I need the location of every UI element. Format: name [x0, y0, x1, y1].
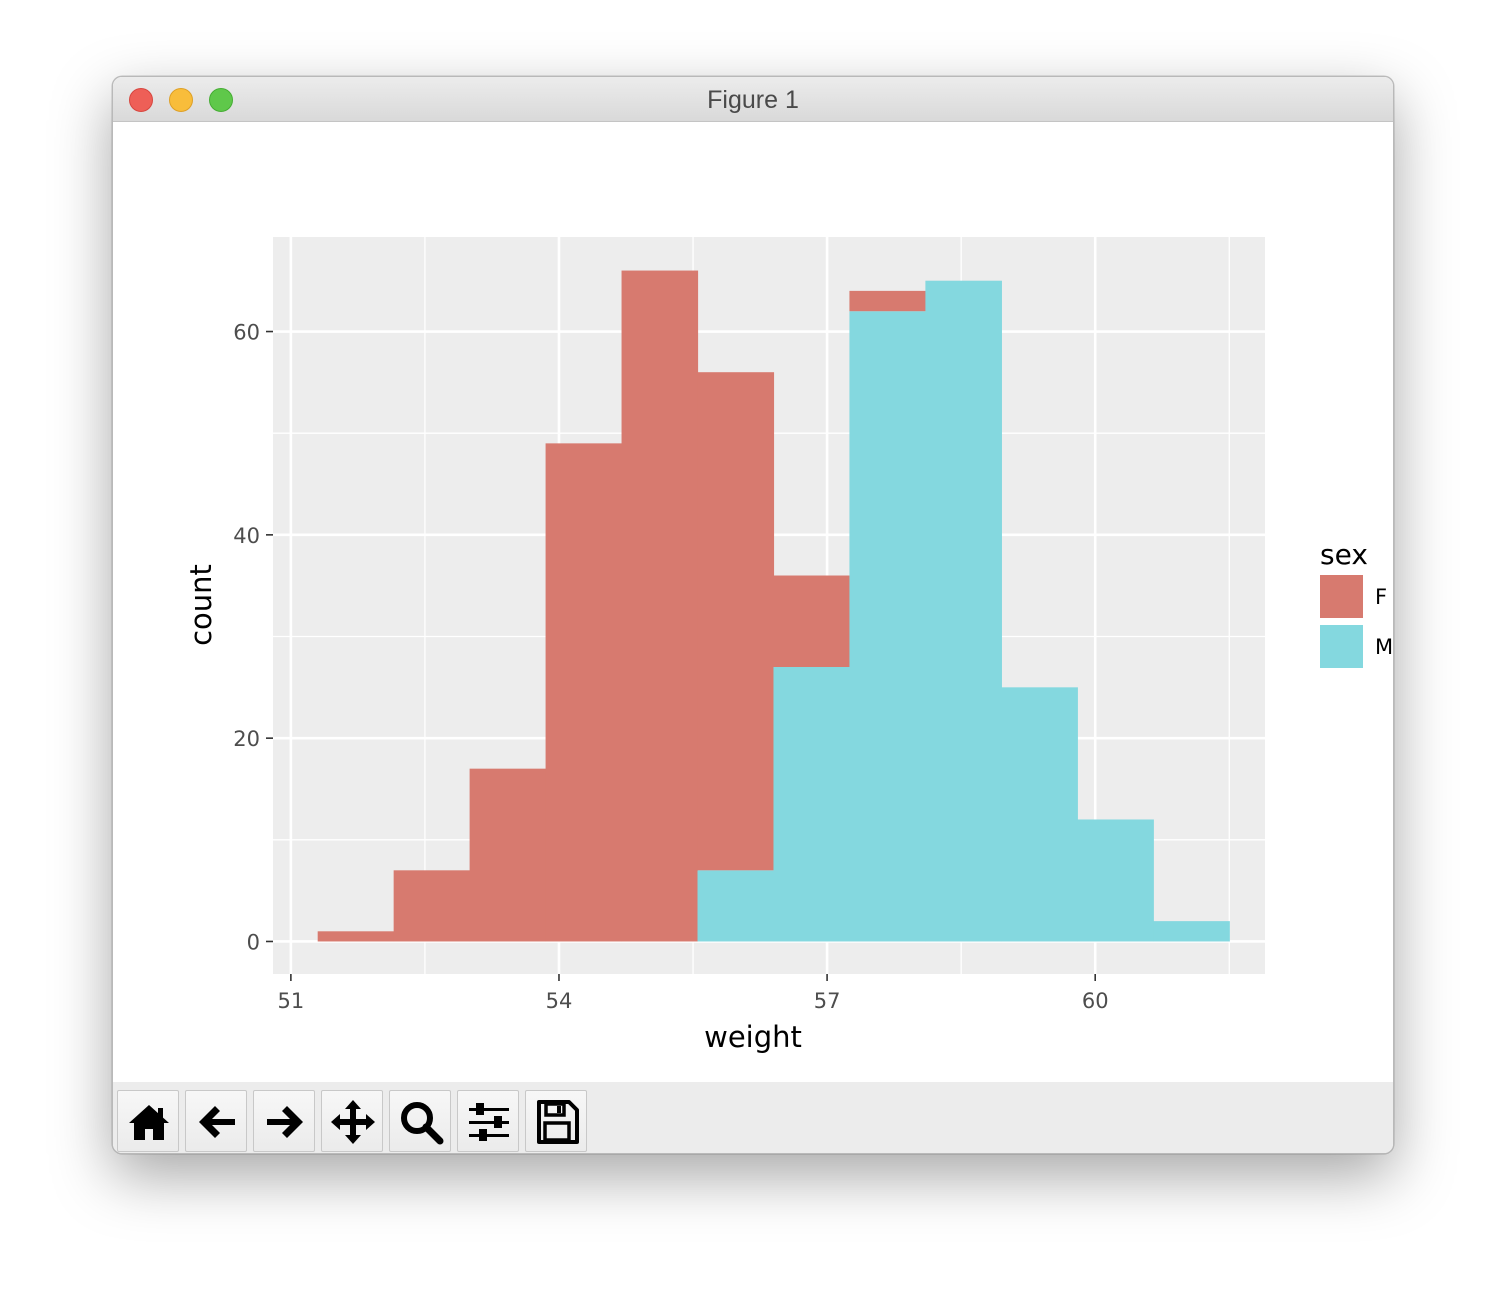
- histogram-bar-f: [697, 372, 775, 871]
- figure-canvas[interactable]: 51 54 57 60 0 20 40 60 weight count sex F M: [113, 122, 1393, 1082]
- y-tick-label: 20: [233, 727, 260, 751]
- home-button[interactable]: [117, 1090, 179, 1152]
- histogram-bar-m: [773, 667, 851, 942]
- x-tick-label: 60: [1082, 989, 1109, 1013]
- sliders-icon: [469, 1103, 509, 1141]
- legend-title: sex: [1320, 538, 1368, 571]
- arrow-left-icon: [199, 1106, 235, 1138]
- zoom-window-button[interactable]: [209, 88, 233, 112]
- close-window-button[interactable]: [129, 88, 153, 112]
- histogram-bar-f: [849, 290, 926, 312]
- save-button[interactable]: [525, 1090, 587, 1152]
- zoom-button[interactable]: [389, 1090, 451, 1152]
- histogram-bar-m: [697, 870, 775, 942]
- x-axis-title: weight: [704, 1020, 802, 1054]
- histogram-chart: 51 54 57 60 0 20 40 60 weight count sex F M: [184, 237, 1393, 1054]
- forward-button[interactable]: [253, 1090, 315, 1152]
- histogram-bar-f: [393, 870, 471, 942]
- floppy-disk-icon: [537, 1100, 579, 1144]
- histogram-bar-m: [925, 280, 1002, 942]
- histogram-bar-f: [469, 768, 547, 942]
- legend-key-m: [1320, 625, 1363, 668]
- histogram-bar-f: [621, 270, 699, 942]
- histogram-bar-m: [1077, 819, 1154, 942]
- back-button[interactable]: [185, 1090, 247, 1152]
- navigation-toolbar: [113, 1082, 1393, 1153]
- legend-label-f: F: [1375, 585, 1387, 609]
- x-tick-label: 51: [278, 989, 305, 1013]
- y-tick-label: 40: [233, 524, 260, 548]
- legend-label-m: M: [1375, 635, 1393, 659]
- histogram-bar-f: [773, 575, 851, 668]
- histogram-bar-m: [1001, 687, 1078, 942]
- y-tick-label: 60: [233, 321, 260, 345]
- configure-subplots-button[interactable]: [457, 1090, 519, 1152]
- minimize-window-button[interactable]: [169, 88, 193, 112]
- y-axis-title: count: [184, 564, 218, 646]
- histogram-bar-f: [545, 443, 623, 942]
- histogram-bar-m: [1153, 921, 1230, 942]
- histogram-bar-m: [849, 311, 926, 942]
- x-tick-label: 54: [546, 989, 573, 1013]
- arrow-right-icon: [267, 1106, 303, 1138]
- window-title: Figure 1: [707, 86, 799, 114]
- histogram-bar-f: [317, 931, 395, 942]
- x-tick-label: 57: [814, 989, 841, 1013]
- title-bar: Figure 1: [113, 77, 1393, 122]
- home-icon: [129, 1105, 169, 1140]
- move-icon: [331, 1100, 375, 1144]
- pan-button[interactable]: [321, 1090, 383, 1152]
- figure-window: Figure 1 51 54 57 60 0 20 40 60 weight count se…: [112, 76, 1394, 1154]
- y-tick-label: 0: [247, 930, 260, 954]
- legend-key-f: [1320, 575, 1363, 618]
- magnifier-icon: [401, 1102, 444, 1145]
